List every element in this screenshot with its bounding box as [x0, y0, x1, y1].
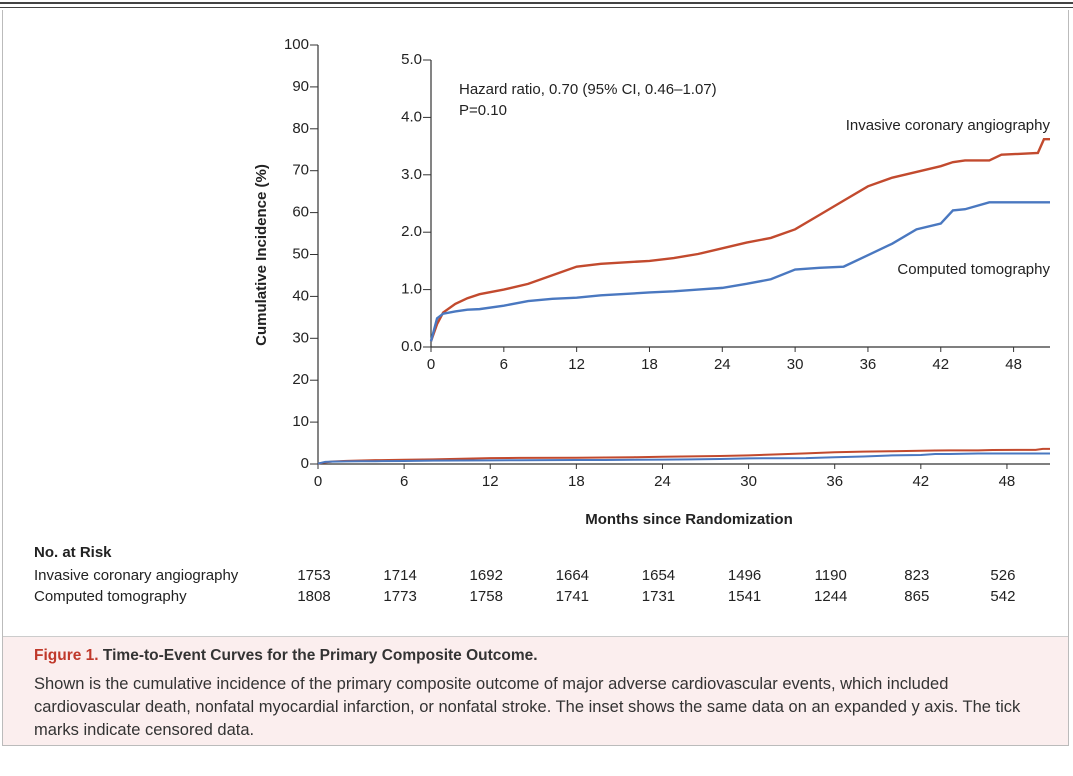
top-rule [0, 7, 1073, 8]
series-line [429, 201, 1050, 342]
y-tick-label: 100 [284, 36, 309, 53]
risk-count: 542 [990, 588, 1015, 605]
caption-title: Time-to-Event Curves for the Primary Com… [102, 647, 538, 664]
y-tick-label: 4.0 [401, 108, 422, 125]
x-tick-label: 30 [787, 356, 804, 373]
y-tick-label: 50 [292, 245, 309, 262]
x-tick-label: 30 [740, 473, 757, 490]
risk-count: 1731 [642, 588, 675, 605]
risk-count: 1741 [556, 588, 589, 605]
risk-count: 1244 [814, 588, 847, 605]
risk-count: 526 [990, 567, 1015, 584]
series-line [429, 138, 1050, 342]
risk-count: 1190 [815, 567, 847, 584]
series-line [317, 452, 1050, 465]
x-tick-label: 42 [912, 473, 929, 490]
risk-title: No. at Risk [34, 544, 112, 561]
y-tick-label: 0 [301, 455, 309, 472]
caption-text: Shown is the cumulative incidence of the… [34, 675, 1021, 739]
x-tick-label: 18 [641, 356, 658, 373]
risk-count: 1664 [556, 567, 589, 584]
figure-frame [2, 10, 1069, 746]
y-tick-label: 5.0 [401, 51, 422, 68]
risk-count: 1654 [642, 567, 675, 584]
caption: Figure 1. Time-to-Event Curves for the P… [3, 636, 1068, 745]
caption-heading: Figure 1. Time-to-Event Curves for the P… [34, 647, 1068, 665]
y-tick-label: 0.0 [401, 338, 422, 355]
x-tick-label: 0 [427, 356, 435, 373]
figure-label: Figure 1. [34, 647, 99, 664]
x-tick-label: 36 [826, 473, 843, 490]
top-rule [0, 2, 1073, 4]
y-tick-label: 1.0 [401, 281, 422, 298]
x-tick-label: 48 [1005, 356, 1022, 373]
x-tick-label: 36 [860, 356, 877, 373]
y-tick-label: 70 [292, 162, 309, 179]
y-tick-label: 80 [292, 120, 309, 137]
x-tick-label: 12 [482, 473, 499, 490]
x-tick-label: 18 [568, 473, 585, 490]
y-tick-label: 60 [292, 204, 309, 221]
series-line [317, 447, 1050, 465]
x-tick-label: 6 [400, 473, 408, 490]
risk-row-name: Computed tomography [34, 588, 187, 605]
risk-count: 1714 [383, 567, 416, 584]
risk-count: 1753 [297, 567, 330, 584]
chart: Months since Randomization Cumulative In… [34, 36, 1051, 605]
risk-count: 865 [904, 588, 929, 605]
y-tick-label: 10 [292, 413, 309, 430]
y-tick-label: 2.0 [401, 223, 422, 240]
annotation: P=0.10 [459, 102, 507, 119]
x-tick-label: 24 [654, 473, 671, 490]
risk-count: 1773 [383, 588, 416, 605]
risk-count: 1692 [470, 567, 503, 584]
x-tick-label: 24 [714, 356, 731, 373]
x-axis-label: Months since Randomization [585, 511, 793, 528]
x-tick-label: 48 [999, 473, 1016, 490]
risk-count: 1496 [728, 567, 761, 584]
y-tick-label: 90 [292, 78, 309, 95]
y-axis-label: Cumulative Incidence (%) [253, 164, 270, 346]
y-tick-label: 3.0 [401, 166, 422, 183]
risk-count: 1808 [297, 588, 330, 605]
annotation: Hazard ratio, 0.70 (95% CI, 0.46–1.07) [459, 81, 717, 98]
x-tick-label: 12 [568, 356, 585, 373]
y-tick-label: 20 [292, 371, 309, 388]
risk-count: 1758 [470, 588, 503, 605]
y-tick-label: 30 [292, 329, 309, 346]
series-label: Invasive coronary angiography [846, 117, 1051, 134]
y-tick-label: 40 [292, 287, 309, 304]
risk-row-name: Invasive coronary angiography [34, 567, 239, 584]
series-label: Computed tomography [897, 261, 1050, 278]
x-tick-label: 0 [314, 473, 322, 490]
x-tick-label: 42 [932, 356, 949, 373]
x-tick-label: 6 [500, 356, 508, 373]
risk-count: 823 [904, 567, 929, 584]
risk-count: 1541 [728, 588, 761, 605]
